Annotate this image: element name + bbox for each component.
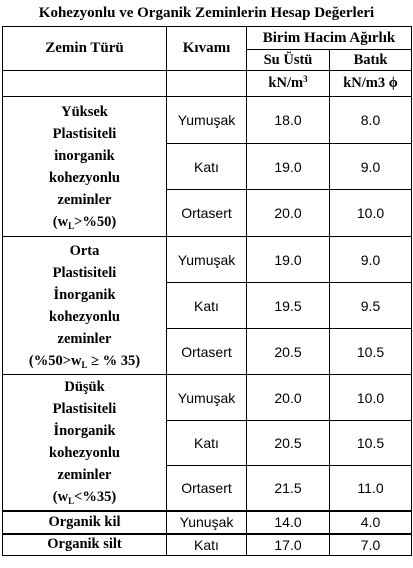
soil-group-3: Düşük Plastisiteli İnorganik kohezyonlu … (2, 374, 167, 511)
kivam-cell: Katı (166, 532, 247, 556)
soil-line: inorganik (54, 147, 115, 164)
kivam-cell: Ortasert (166, 465, 247, 511)
header-birim-hacim: Birim Hacim Ağırlık (246, 26, 412, 50)
soil-line: Plastisiteli (52, 264, 117, 281)
kivam-cell: Ortasert (166, 189, 247, 237)
header-su-ustu: Su Üstü (246, 49, 330, 71)
soil-line: Düşük (64, 379, 105, 396)
soil-values-table: Zemin Türü Kıvamı Birim Hacim Ağırlık Su… (2, 26, 412, 556)
soil-line: kohezyonlu (49, 169, 120, 186)
batik-cell: 10.5 (329, 328, 412, 375)
soil-line: İnorganik (53, 286, 116, 303)
su-ustu-cell: 14.0 (246, 509, 330, 534)
header-zemin-turu: Zemin Türü (2, 26, 167, 71)
header-empty-1 (2, 70, 167, 97)
kivam-cell: Katı (166, 420, 247, 466)
batik-cell: 9.5 (329, 282, 412, 329)
su-ustu-cell: 21.5 (246, 465, 330, 511)
soil-group-1: Yüksek Plastisiteli inorganik kohezyonlu… (2, 96, 167, 237)
soil-line: zeminler (57, 191, 112, 208)
soil-group-2: Orta Plastisiteli İnorganik kohezyonlu z… (2, 236, 167, 375)
soil-line: zeminler (57, 467, 112, 484)
batik-cell: 10.5 (329, 420, 412, 466)
kivam-cell: Yunuşak (166, 509, 247, 534)
su-ustu-cell: 20.5 (246, 328, 330, 375)
header-unit-batik: kN/m3 ϕ (329, 70, 412, 97)
soil-line: Plastisiteli (52, 401, 117, 418)
kivam-cell: Katı (166, 143, 247, 190)
soil-line: Orta (69, 242, 100, 259)
kivam-cell: Yumuşak (166, 374, 247, 421)
batik-cell: 9.0 (329, 236, 412, 283)
batik-cell: 8.0 (329, 96, 412, 144)
soil-line: İnorganik (53, 423, 116, 440)
batik-cell: 10.0 (329, 189, 412, 237)
soil-condition: (wL<%35) (52, 489, 117, 507)
soil-line: kohezyonlu (49, 445, 120, 462)
batik-cell: 7.0 (329, 532, 412, 556)
su-ustu-cell: 20.0 (246, 189, 330, 237)
soil-organik-silt: Organik silt (2, 532, 167, 556)
kivam-cell: Yumuşak (166, 96, 247, 144)
table-title: Kohezyonlu ve Organik Zeminlerin Hesap D… (38, 5, 375, 21)
su-ustu-cell: 19.0 (246, 236, 330, 283)
soil-line: zeminler (57, 330, 112, 347)
su-ustu-cell: 19.0 (246, 143, 330, 190)
batik-cell: 9.0 (329, 143, 412, 190)
soil-line: kohezyonlu (49, 308, 120, 325)
header-empty-2 (166, 70, 247, 97)
batik-cell: 11.0 (329, 465, 412, 511)
header-kivami: Kıvamı (166, 26, 247, 71)
header-batik: Batık (329, 49, 412, 71)
batik-cell: 4.0 (329, 509, 412, 534)
batik-cell: 10.0 (329, 374, 412, 421)
su-ustu-cell: 19.5 (246, 282, 330, 329)
su-ustu-cell: 17.0 (246, 532, 330, 556)
header-unit-su-ustu: kN/m3 (246, 70, 330, 97)
su-ustu-cell: 20.0 (246, 374, 330, 421)
soil-line: Yüksek (61, 103, 108, 120)
kivam-cell: Yumuşak (166, 236, 247, 283)
soil-condition: (wL>%50) (52, 213, 117, 231)
soil-condition: (%50>wL ≥ % 35) (28, 352, 141, 370)
kivam-cell: Ortasert (166, 328, 247, 375)
su-ustu-cell: 18.0 (246, 96, 330, 144)
soil-organik-kil: Organik kil (2, 509, 167, 534)
kivam-cell: Katı (166, 282, 247, 329)
soil-line: Plastisiteli (52, 125, 117, 142)
su-ustu-cell: 20.5 (246, 420, 330, 466)
